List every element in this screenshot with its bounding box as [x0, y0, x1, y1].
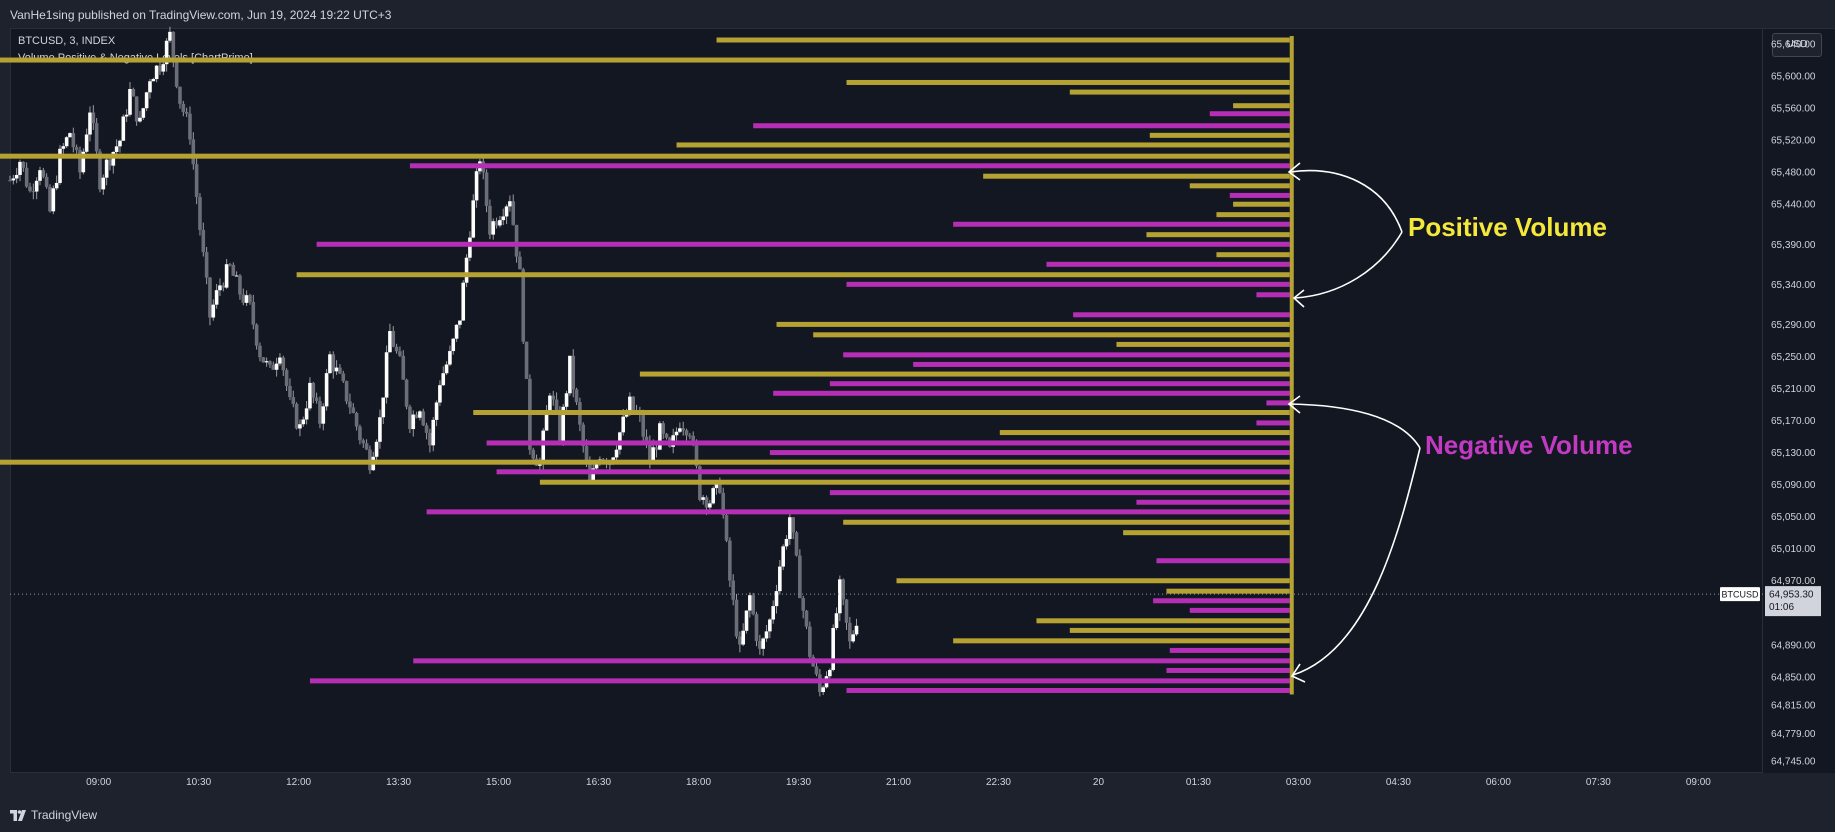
- time-tick-label: 06:00: [1486, 777, 1511, 788]
- time-tick-label: 09:00: [1686, 777, 1711, 788]
- time-tick-label: 03:00: [1286, 777, 1311, 788]
- footer-bar: [0, 796, 1835, 832]
- time-tick-label: 04:30: [1386, 777, 1411, 788]
- time-tick-label: 16:30: [586, 777, 611, 788]
- time-tick-label: 09:00: [86, 777, 111, 788]
- symbol-legend[interactable]: BTCUSD, 3, INDEX: [18, 35, 116, 47]
- time-tick-label: 20: [1093, 777, 1105, 788]
- time-tick-label: 13:30: [386, 777, 411, 788]
- price-axis[interactable]: [1763, 28, 1835, 773]
- chart-pane[interactable]: [10, 28, 1763, 773]
- time-axis-ticks: 09:00 10:30 12:00 13:30 15:00 16:30 18:00 19:30…: [86, 777, 1711, 788]
- time-tick-label: 18:00: [686, 777, 711, 788]
- currency-button[interactable]: USD: [1772, 33, 1822, 57]
- time-tick-label: 07:30: [1586, 777, 1611, 788]
- indicator-legend[interactable]: Volume Positive & Negative Levels [Chart…: [18, 52, 253, 64]
- time-tick-label: 12:00: [286, 777, 311, 788]
- tradingview-icon: [10, 809, 26, 821]
- publication-text: VanHe1sing published on TradingView.com,…: [10, 8, 392, 22]
- time-tick-label: 10:30: [186, 777, 211, 788]
- time-tick-label: 22:30: [986, 777, 1011, 788]
- tradingview-brand: TradingView: [31, 808, 98, 822]
- time-tick-label: 19:30: [786, 777, 811, 788]
- time-tick-label: 01:30: [1186, 777, 1211, 788]
- publication-bar: VanHe1sing published on TradingView.com,…: [0, 0, 1835, 28]
- time-tick-label: 15:00: [486, 777, 511, 788]
- time-tick-label: 21:00: [886, 777, 911, 788]
- tradingview-logo[interactable]: TradingView: [10, 808, 97, 822]
